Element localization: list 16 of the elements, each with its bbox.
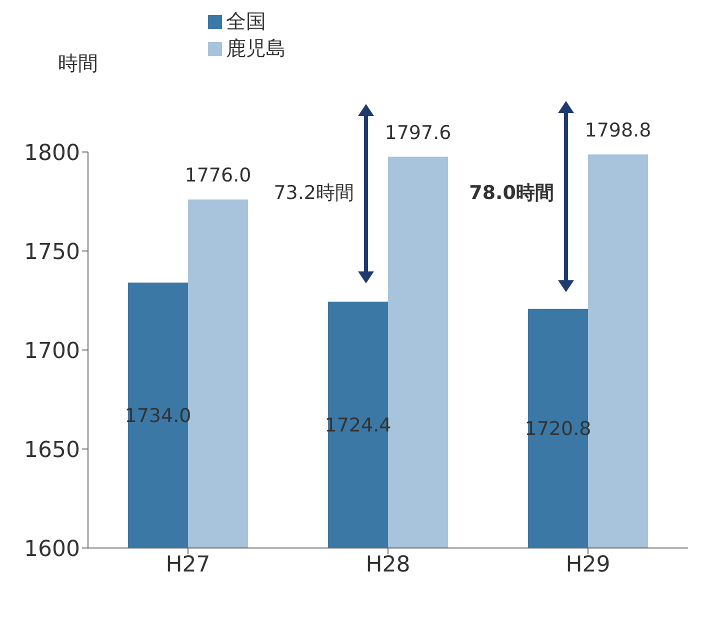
legend-label: 全国: [226, 8, 266, 35]
x-tick-label: H28: [366, 552, 410, 578]
data-label: 1797.6: [384, 122, 452, 144]
annotation: 73.2時間: [274, 180, 354, 206]
y-tick-label: 1750: [24, 240, 80, 265]
annotation: 78.0時間: [469, 180, 554, 206]
y-tick-label: 1800: [24, 140, 80, 166]
y-tick-label: 1700: [24, 338, 80, 364]
x-tick-label: H29: [566, 552, 610, 578]
data-label: 1798.8: [584, 119, 652, 142]
y-tick-label: 1650: [24, 438, 80, 463]
x-tick-label: H27: [166, 552, 210, 578]
y-axis-title: 時間: [58, 50, 98, 77]
legend-label: 鹿児島: [226, 35, 286, 62]
y-tick-label: 1600: [24, 536, 80, 562]
data-label: 1776.0: [184, 164, 252, 187]
